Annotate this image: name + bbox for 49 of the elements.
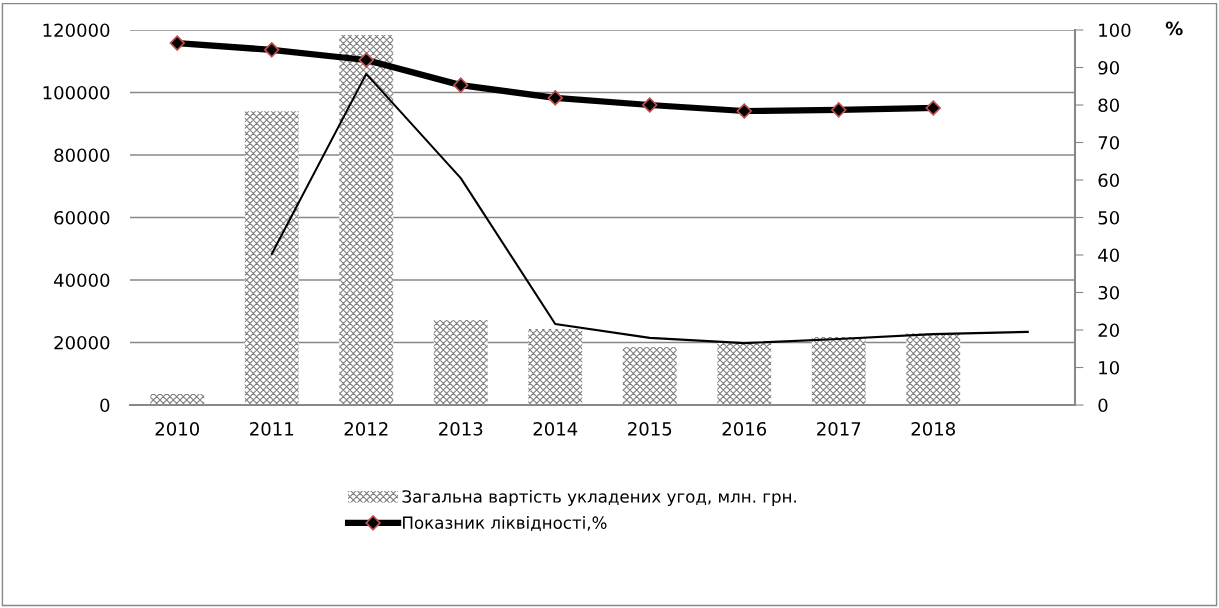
y2-tick-label: 0: [1098, 398, 1108, 413]
bar: [906, 333, 961, 405]
point: [358, 52, 374, 68]
point: [264, 42, 280, 58]
bar: [433, 320, 488, 405]
y-tick-label: 0: [100, 398, 110, 413]
bar: [811, 336, 866, 405]
bar: [717, 341, 772, 405]
y2-tick-label: 80: [1098, 98, 1119, 113]
x-tick-label: 2017: [817, 421, 861, 436]
line-series: [270, 72, 1029, 345]
x-tick-label: 2016: [722, 421, 767, 436]
y2-tick-label: 60: [1098, 173, 1119, 188]
x-tick-label: 2014: [533, 421, 578, 436]
point: [831, 102, 847, 118]
legend-label: Загальна вартість укладених угод, млн. грн.: [402, 489, 796, 507]
y-tick-label: 120000: [43, 23, 110, 38]
y2-tick-label: 40: [1098, 248, 1119, 263]
y2-axis-title: %: [1165, 21, 1183, 36]
point: [547, 90, 563, 106]
bar: [339, 35, 394, 405]
y-tick-label: 60000: [54, 210, 110, 225]
y2-tick-label: 30: [1098, 285, 1119, 300]
point: [453, 77, 469, 93]
point: [642, 97, 658, 113]
bar: [528, 329, 583, 405]
bar: [244, 111, 299, 405]
y2-tick-label: 50: [1098, 210, 1119, 225]
y-tick-label: 100000: [43, 85, 110, 100]
point: [169, 35, 185, 51]
y-tick-label: 40000: [54, 273, 110, 288]
y2-tick-label: 100: [1099, 23, 1131, 38]
bar: [622, 346, 677, 405]
y2-tick-label: 70: [1098, 135, 1119, 150]
y2-tick-label: 20: [1098, 323, 1119, 338]
y-tick-label: 80000: [54, 148, 110, 163]
x-tick-label: 2010: [155, 421, 200, 436]
point: [736, 103, 752, 119]
y-tick-label: 20000: [54, 335, 110, 350]
x-tick-label: 2015: [628, 421, 672, 436]
point: [925, 100, 941, 116]
legend-label: Показник ліквідності,%: [403, 516, 607, 532]
y2-tick-label: 10: [1099, 360, 1119, 375]
x-tick-label: 2011: [250, 421, 294, 436]
bar: [150, 394, 205, 405]
x-tick-label: 2013: [439, 421, 483, 436]
y2-tick-label: 90: [1098, 60, 1119, 75]
x-tick-label: 2012: [344, 421, 388, 436]
x-tick-label: 2018: [911, 421, 955, 436]
